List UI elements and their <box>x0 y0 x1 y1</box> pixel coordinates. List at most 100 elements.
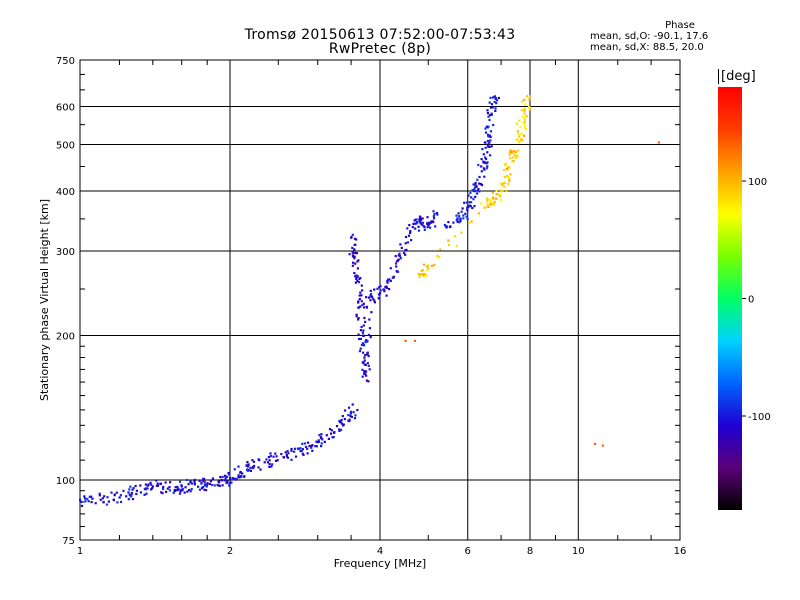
data-point <box>419 218 423 221</box>
data-point <box>520 139 523 142</box>
data-point <box>360 284 363 287</box>
data-point <box>272 455 275 458</box>
data-point <box>368 368 371 371</box>
data-point <box>166 487 169 490</box>
data-point <box>465 215 468 218</box>
data-point <box>269 455 272 458</box>
data-point <box>500 183 503 186</box>
data-point <box>432 215 435 218</box>
data-point <box>344 409 347 412</box>
data-point <box>473 187 476 190</box>
data-point <box>526 95 529 98</box>
data-point <box>357 317 360 320</box>
data-point <box>348 406 351 409</box>
phase-stats: Phase mean, sd,O: -90.1, 17.6 mean, sd,X… <box>590 20 750 53</box>
data-point <box>204 484 207 487</box>
data-point <box>343 418 346 421</box>
data-point <box>338 428 341 431</box>
data-point <box>468 201 471 204</box>
data-point <box>480 202 483 205</box>
data-point <box>210 483 214 487</box>
data-point <box>190 482 193 485</box>
data-point <box>404 253 407 256</box>
data-point <box>119 494 122 497</box>
data-points <box>79 95 660 507</box>
data-point <box>270 465 273 468</box>
data-point <box>486 139 490 143</box>
data-point <box>205 489 208 492</box>
data-point <box>499 182 502 185</box>
data-point <box>366 362 369 365</box>
data-point <box>333 431 336 434</box>
data-point <box>361 375 364 378</box>
data-point <box>238 476 241 479</box>
data-point <box>488 118 491 122</box>
data-point <box>127 498 130 501</box>
data-point <box>509 150 513 153</box>
data-point <box>235 477 238 480</box>
data-point <box>524 128 527 131</box>
data-point <box>483 175 486 178</box>
data-point <box>361 331 364 334</box>
data-point <box>458 221 461 224</box>
data-point <box>263 461 266 464</box>
data-point <box>476 189 479 192</box>
data-point <box>420 269 423 272</box>
data-point <box>205 485 208 488</box>
phase-x-stats: mean, sd,X: 88.5, 20.0 <box>590 42 704 53</box>
data-point <box>340 422 343 425</box>
data-point <box>245 464 248 467</box>
data-point <box>425 274 428 277</box>
data-point <box>228 482 231 485</box>
data-point <box>340 428 343 431</box>
data-point <box>460 231 463 234</box>
y-tick-label: 600 <box>56 103 75 114</box>
data-point <box>472 198 475 201</box>
data-point <box>511 160 514 163</box>
data-point <box>168 489 171 492</box>
data-point <box>363 316 366 320</box>
data-point <box>180 484 183 487</box>
data-point <box>502 182 505 185</box>
data-point <box>422 225 426 228</box>
phase-heading: Phase <box>665 20 695 31</box>
data-point <box>489 139 492 142</box>
data-point <box>421 217 424 220</box>
data-point <box>365 340 368 343</box>
data-point <box>601 444 604 447</box>
data-point <box>471 206 474 210</box>
data-point <box>503 185 506 188</box>
data-point <box>86 497 89 501</box>
data-point <box>478 182 481 185</box>
data-point <box>135 492 138 496</box>
data-point <box>101 497 104 500</box>
data-point <box>357 333 360 336</box>
data-point <box>480 170 483 173</box>
data-point <box>354 281 357 284</box>
data-point <box>404 339 407 342</box>
data-point <box>280 452 283 456</box>
data-point <box>423 263 426 266</box>
data-point <box>397 254 400 257</box>
data-point <box>249 469 252 472</box>
data-point <box>217 481 221 484</box>
data-point <box>486 197 489 200</box>
grid-lines <box>80 60 680 540</box>
data-point <box>151 487 154 490</box>
data-point <box>80 504 84 507</box>
data-point <box>389 267 392 270</box>
data-point <box>155 479 158 482</box>
data-point <box>524 103 527 106</box>
data-point <box>444 225 447 228</box>
data-point <box>508 166 511 169</box>
data-point <box>448 243 451 247</box>
data-point <box>178 492 182 495</box>
data-point <box>463 201 466 204</box>
data-point <box>457 212 460 215</box>
data-point <box>257 466 260 469</box>
data-point <box>311 444 314 447</box>
data-point <box>432 217 436 220</box>
data-point <box>198 488 202 491</box>
data-point <box>484 156 487 159</box>
data-point <box>363 344 366 347</box>
